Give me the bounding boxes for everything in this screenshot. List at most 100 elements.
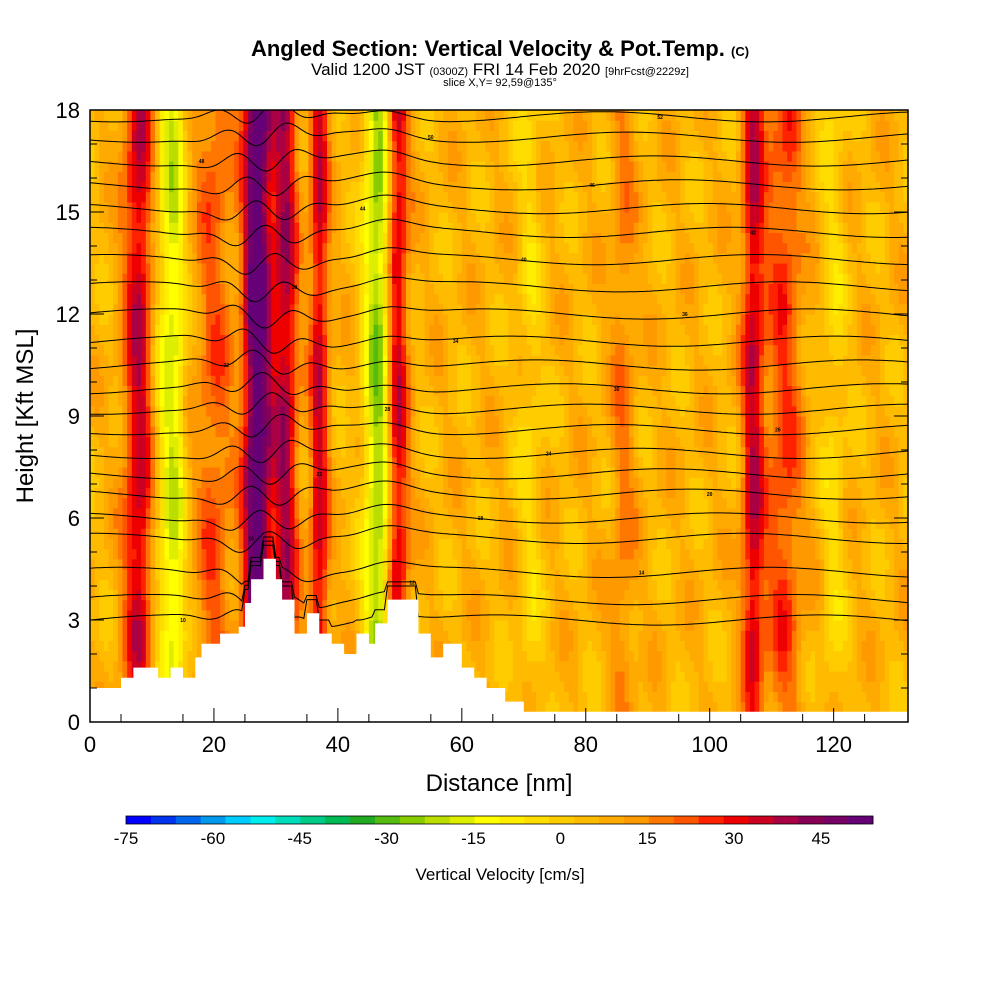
field-cell [178, 181, 184, 193]
field-cell [313, 436, 319, 448]
field-cell [108, 467, 114, 478]
field-cell [229, 558, 235, 570]
field-cell [155, 426, 161, 437]
field-cell [150, 620, 156, 631]
field-cell [136, 609, 142, 621]
field-cell [392, 140, 398, 152]
field-cell [113, 579, 119, 590]
field-cell [396, 293, 402, 305]
field-cell [103, 569, 110, 580]
field-cell [327, 181, 333, 193]
field-cell [433, 273, 440, 284]
field-cell [461, 130, 468, 142]
field-cell [359, 252, 365, 264]
field-cell [378, 558, 384, 570]
field-cell [192, 212, 198, 223]
field-cell [443, 487, 449, 499]
field-cell [206, 344, 212, 356]
field-cell [285, 273, 291, 284]
field-cell [173, 232, 179, 244]
field-cell [99, 589, 105, 601]
field-cell [136, 191, 142, 203]
field-cell [452, 599, 458, 611]
field-cell [392, 303, 398, 315]
field-cell [136, 640, 142, 652]
field-cell [438, 120, 444, 131]
field-cell [415, 467, 421, 478]
field-cell [248, 579, 254, 590]
field-cell [387, 395, 393, 407]
field-cell [303, 456, 310, 468]
field-cell [220, 620, 226, 631]
field-cell [108, 446, 114, 458]
field-cell [382, 528, 389, 539]
field-cell [94, 303, 100, 315]
field-cell [303, 518, 310, 529]
field-cell [145, 120, 152, 131]
field-cell [159, 650, 165, 662]
field-cell [410, 263, 416, 274]
field-cell [433, 650, 440, 662]
field-cell [229, 130, 235, 142]
field-cell [145, 212, 152, 223]
field-cell [127, 426, 133, 437]
field-cell [127, 385, 133, 397]
field-cell [303, 324, 310, 335]
field-cell [368, 538, 375, 550]
field-cell [387, 426, 393, 437]
field-cell [178, 171, 184, 182]
field-cell [150, 130, 156, 142]
field-cell [187, 579, 193, 590]
field-cell [438, 365, 444, 376]
field-cell [178, 518, 184, 529]
field-cell [94, 232, 100, 244]
field-cell [331, 212, 337, 223]
field-cell [466, 130, 472, 142]
field-cell [424, 446, 430, 458]
field-cell [159, 446, 165, 458]
field-cell [150, 558, 156, 570]
field-cell [113, 201, 119, 213]
field-cell [354, 446, 361, 458]
field-cell [210, 120, 217, 131]
field-cell [145, 620, 152, 631]
field-cell [364, 242, 370, 254]
field-cell [313, 579, 319, 590]
field-cell [429, 201, 435, 213]
field-cell [271, 303, 277, 315]
field-cell [187, 548, 193, 560]
field-cell [127, 416, 133, 427]
field-cell [261, 273, 268, 284]
field-cell [103, 181, 110, 193]
field-cell [215, 518, 221, 529]
field-cell [340, 283, 347, 295]
field-cell [182, 150, 189, 162]
field-cell [461, 314, 468, 325]
field-cell [280, 467, 286, 478]
field-cell [285, 120, 291, 131]
field-cell [471, 120, 477, 131]
field-cell [275, 232, 282, 244]
field-cell [387, 487, 393, 499]
field-cell [122, 324, 128, 335]
field-cell [164, 650, 170, 662]
field-cell [90, 130, 96, 142]
field-cell [447, 487, 454, 499]
field-cell [387, 161, 393, 172]
field-cell [113, 558, 119, 570]
field-cell [364, 589, 370, 601]
field-cell [317, 620, 323, 631]
field-cell [99, 569, 105, 580]
field-cell [471, 569, 477, 580]
field-cell [224, 161, 231, 172]
field-cell [113, 232, 119, 244]
field-cell [322, 354, 328, 366]
field-cell [317, 232, 323, 244]
field-cell [392, 344, 398, 356]
field-cell [173, 375, 179, 386]
field-cell [466, 436, 472, 448]
field-cell [419, 232, 426, 244]
field-cell [373, 395, 379, 407]
field-cell [122, 354, 128, 366]
field-cell [178, 579, 184, 590]
